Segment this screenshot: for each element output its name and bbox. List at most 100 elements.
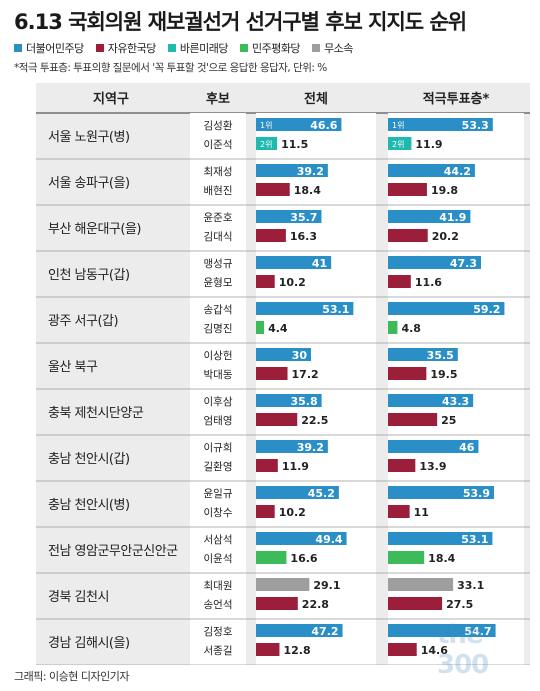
legend-label: 더불어민주당 <box>26 42 84 55</box>
total-value-label: 35.7 <box>290 211 317 224</box>
total-value-label: 11.9 <box>282 460 309 473</box>
total-value-label: 12.8 <box>283 644 310 657</box>
total-value-label: 45.2 <box>308 487 335 500</box>
active-bar <box>388 578 454 591</box>
total-value-label: 4.4 <box>268 322 288 335</box>
active-bar <box>388 256 482 269</box>
total-bar <box>256 210 322 223</box>
candidate-name: 송갑석 <box>204 304 233 316</box>
active-bar <box>388 321 398 334</box>
total-value-label: 11.5 <box>281 138 308 151</box>
active-value-label: 19.8 <box>431 184 458 197</box>
active-bar <box>388 275 411 288</box>
total-bar <box>256 164 328 177</box>
district-label: 경남 김해시(을) <box>48 636 130 651</box>
total-bar <box>256 624 343 637</box>
district-label: 인천 남동구(갑) <box>48 268 130 283</box>
active-bar <box>388 551 425 564</box>
candidate-name: 김명진 <box>204 323 233 335</box>
active-bar <box>388 459 416 472</box>
candidate-name: 최재성 <box>204 166 233 178</box>
total-bar <box>256 505 275 518</box>
candidate-name: 김성환 <box>204 120 233 132</box>
legend-label: 바른미래당 <box>179 42 229 55</box>
legend-swatch <box>239 44 248 52</box>
active-value-label: 54.7 <box>464 625 491 638</box>
total-value-label: 30 <box>292 349 308 362</box>
rank-tag: 2위 <box>392 140 404 149</box>
active-bar <box>388 597 443 610</box>
legend-swatch <box>312 44 321 52</box>
legend-item: 바른미래당 <box>167 40 229 56</box>
legend: 더불어민주당 자유한국당 바른미래당 민주평화당 무소속 <box>14 40 353 56</box>
total-value-label: 10.2 <box>279 506 306 519</box>
column-header: 적극투표층* <box>423 91 490 107</box>
candidate-name: 박대동 <box>204 369 233 381</box>
total-bar <box>256 183 290 196</box>
legend-swatch <box>95 44 104 52</box>
district-label: 전남 영암군무안군신안군 <box>48 544 178 559</box>
watermark: the 300 <box>437 620 489 680</box>
active-bar <box>388 348 458 361</box>
active-bar <box>388 137 412 150</box>
district-label: 부산 해운대구(을) <box>48 222 141 237</box>
district-label: 충남 천안시(갑) <box>48 452 130 467</box>
active-bar <box>388 229 428 242</box>
total-value-label: 10.2 <box>279 276 306 289</box>
total-bar <box>256 321 265 334</box>
total-bar <box>256 597 298 610</box>
candidate-name: 이상헌 <box>204 350 233 362</box>
district-label: 충북 제천시단양군 <box>48 406 144 421</box>
total-value-label: 53.1 <box>322 303 349 316</box>
active-value-label: 18.4 <box>428 552 455 565</box>
active-bar <box>388 118 493 131</box>
active-value-label: 53.1 <box>461 533 488 546</box>
active-value-label: 41.9 <box>439 211 466 224</box>
legend-label: 자유한국당 <box>107 42 157 55</box>
active-bar <box>388 486 495 499</box>
active-value-label: 19.5 <box>430 368 457 381</box>
rank-tag: 2위 <box>260 140 272 149</box>
total-bar <box>256 440 328 453</box>
candidate-name: 윤형모 <box>204 277 233 289</box>
candidate-name: 서삼석 <box>204 534 233 546</box>
active-value-label: 53.3 <box>462 119 489 132</box>
chart-note: *적극 투표층: 투표의향 질문에서 '꼭 투표할 것'으로 응답한 응답자, … <box>14 62 327 74</box>
candidate-name: 이규희 <box>204 442 233 454</box>
candidate-name: 이후삼 <box>204 396 233 408</box>
total-bar <box>256 137 278 150</box>
district-label: 경북 김천시 <box>48 590 109 605</box>
active-value-label: 25 <box>441 414 456 427</box>
active-value-label: 14.6 <box>421 644 448 657</box>
active-value-label: 59.2 <box>473 303 500 316</box>
total-value-label: 17.2 <box>292 368 319 381</box>
active-value-label: 27.5 <box>446 598 473 611</box>
district-label: 서울 송파구(을) <box>48 176 130 191</box>
legend-item: 무소속 <box>312 40 353 56</box>
active-value-label: 11.9 <box>415 138 442 151</box>
candidate-name: 이준석 <box>204 139 233 151</box>
active-value-label: 53.9 <box>463 487 490 500</box>
total-bar <box>256 413 298 426</box>
active-bar <box>388 394 474 407</box>
active-value-label: 13.9 <box>419 460 446 473</box>
total-value-label: 18.4 <box>294 184 321 197</box>
total-value-label: 16.6 <box>290 552 317 565</box>
credit-text: 그래픽: 이승현 디자인기자 <box>14 670 130 683</box>
total-value-label: 47.2 <box>311 625 338 638</box>
candidate-name: 송언석 <box>204 599 233 611</box>
active-value-label: 11 <box>414 506 429 519</box>
district-label: 서울 노원구(병) <box>48 130 130 145</box>
active-value-label: 20.2 <box>432 230 459 243</box>
active-bar <box>388 643 417 656</box>
total-value-label: 22.8 <box>302 598 329 611</box>
total-bar <box>256 532 347 545</box>
total-bar <box>256 367 288 380</box>
candidate-name: 맹성규 <box>204 258 233 270</box>
page-title: 6.13 국회의원 재보궐선거 선거구별 후보 지지도 순위 <box>14 10 467 34</box>
active-value-label: 44.2 <box>444 165 471 178</box>
legend-item: 더불어민주당 <box>14 40 84 56</box>
total-value-label: 49.4 <box>315 533 342 546</box>
active-value-label: 46 <box>459 441 475 454</box>
active-bar <box>388 624 496 637</box>
